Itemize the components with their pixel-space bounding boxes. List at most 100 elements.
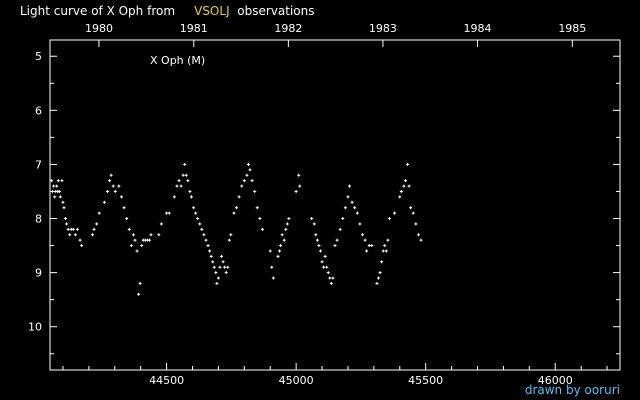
data-point bbox=[367, 244, 371, 248]
data-point bbox=[172, 195, 176, 199]
data-point bbox=[360, 233, 364, 237]
data-point bbox=[350, 200, 354, 204]
data-point bbox=[310, 217, 314, 221]
data-point bbox=[237, 195, 241, 199]
data-point bbox=[229, 233, 233, 237]
data-point bbox=[54, 189, 58, 193]
data-point bbox=[97, 211, 101, 215]
data-point bbox=[312, 222, 316, 226]
data-point bbox=[284, 227, 288, 231]
data-point bbox=[224, 271, 228, 275]
data-point bbox=[381, 249, 385, 253]
data-point bbox=[109, 173, 113, 177]
data-point bbox=[218, 265, 222, 269]
data-point bbox=[380, 260, 384, 264]
data-point bbox=[255, 206, 259, 210]
data-point bbox=[177, 179, 181, 183]
data-point bbox=[183, 162, 187, 166]
data-point bbox=[194, 211, 198, 215]
data-point bbox=[141, 238, 145, 242]
data-point bbox=[406, 162, 410, 166]
y-tick-label: 10 bbox=[28, 321, 42, 334]
data-point bbox=[375, 281, 379, 285]
data-point bbox=[383, 244, 387, 248]
data-point bbox=[278, 249, 282, 253]
data-point bbox=[50, 179, 54, 183]
data-point bbox=[200, 227, 204, 231]
data-point bbox=[108, 179, 112, 183]
data-point bbox=[189, 195, 193, 199]
data-point bbox=[80, 244, 84, 248]
data-point bbox=[69, 227, 73, 231]
chart-title: Light curve of X Oph from VSOLJ observat… bbox=[20, 4, 314, 18]
data-point bbox=[92, 227, 96, 231]
data-point bbox=[111, 184, 115, 188]
data-point bbox=[402, 184, 406, 188]
data-point bbox=[258, 217, 262, 221]
data-point bbox=[253, 189, 257, 193]
data-point bbox=[325, 265, 329, 269]
data-point bbox=[326, 271, 330, 275]
data-point bbox=[315, 238, 319, 242]
credit-text: drawn by ooruri bbox=[524, 383, 620, 397]
data-point bbox=[314, 233, 318, 237]
data-point bbox=[186, 179, 190, 183]
data-point bbox=[95, 222, 99, 226]
y-axis: 5 6 7 8 9 10 bbox=[28, 50, 620, 355]
data-point bbox=[140, 244, 144, 248]
data-point bbox=[143, 238, 147, 242]
data-point bbox=[365, 249, 369, 253]
data-point bbox=[353, 206, 357, 210]
x-tick-label: 45000 bbox=[279, 374, 314, 387]
data-point bbox=[328, 276, 332, 280]
x-axis: 44500 45000 45500 46000 bbox=[62, 363, 608, 387]
data-point bbox=[250, 179, 254, 183]
data-point bbox=[398, 195, 402, 199]
data-point bbox=[320, 260, 324, 264]
data-point bbox=[226, 265, 230, 269]
data-point bbox=[181, 173, 185, 177]
data-point bbox=[138, 281, 142, 285]
data-point bbox=[235, 206, 239, 210]
data-point bbox=[287, 217, 291, 221]
data-point bbox=[343, 206, 347, 210]
data-point bbox=[127, 227, 131, 231]
data-point bbox=[75, 227, 79, 231]
data-point bbox=[377, 276, 381, 280]
data-point bbox=[66, 227, 70, 231]
y-tick-label: 6 bbox=[35, 104, 42, 117]
data-point bbox=[117, 184, 121, 188]
data-point bbox=[53, 195, 57, 199]
data-point bbox=[399, 189, 403, 193]
data-point bbox=[348, 184, 352, 188]
data-point bbox=[73, 233, 77, 237]
title-suffix: observations bbox=[237, 4, 315, 18]
data-point bbox=[268, 249, 272, 253]
data-point bbox=[245, 173, 249, 177]
y-tick-label: 9 bbox=[35, 267, 42, 280]
data-point bbox=[106, 189, 110, 193]
data-point bbox=[71, 227, 75, 231]
data-point bbox=[223, 265, 227, 269]
data-point bbox=[147, 238, 151, 242]
data-point bbox=[232, 211, 236, 215]
data-point bbox=[333, 244, 337, 248]
data-point bbox=[145, 238, 149, 242]
data-point bbox=[62, 206, 66, 210]
data-point bbox=[57, 189, 61, 193]
data-point bbox=[192, 206, 196, 210]
x-tick-label: 45500 bbox=[408, 374, 443, 387]
data-point bbox=[322, 265, 326, 269]
data-point bbox=[58, 195, 62, 199]
data-point bbox=[179, 184, 183, 188]
data-point bbox=[363, 238, 367, 242]
data-point bbox=[68, 233, 72, 237]
data-point bbox=[403, 179, 407, 183]
y-tick-label: 8 bbox=[35, 213, 42, 226]
data-point bbox=[212, 265, 216, 269]
y-tick-label: 7 bbox=[35, 158, 42, 171]
data-point bbox=[102, 200, 106, 204]
data-point bbox=[285, 222, 289, 226]
data-point bbox=[215, 281, 219, 285]
data-point bbox=[64, 217, 68, 221]
